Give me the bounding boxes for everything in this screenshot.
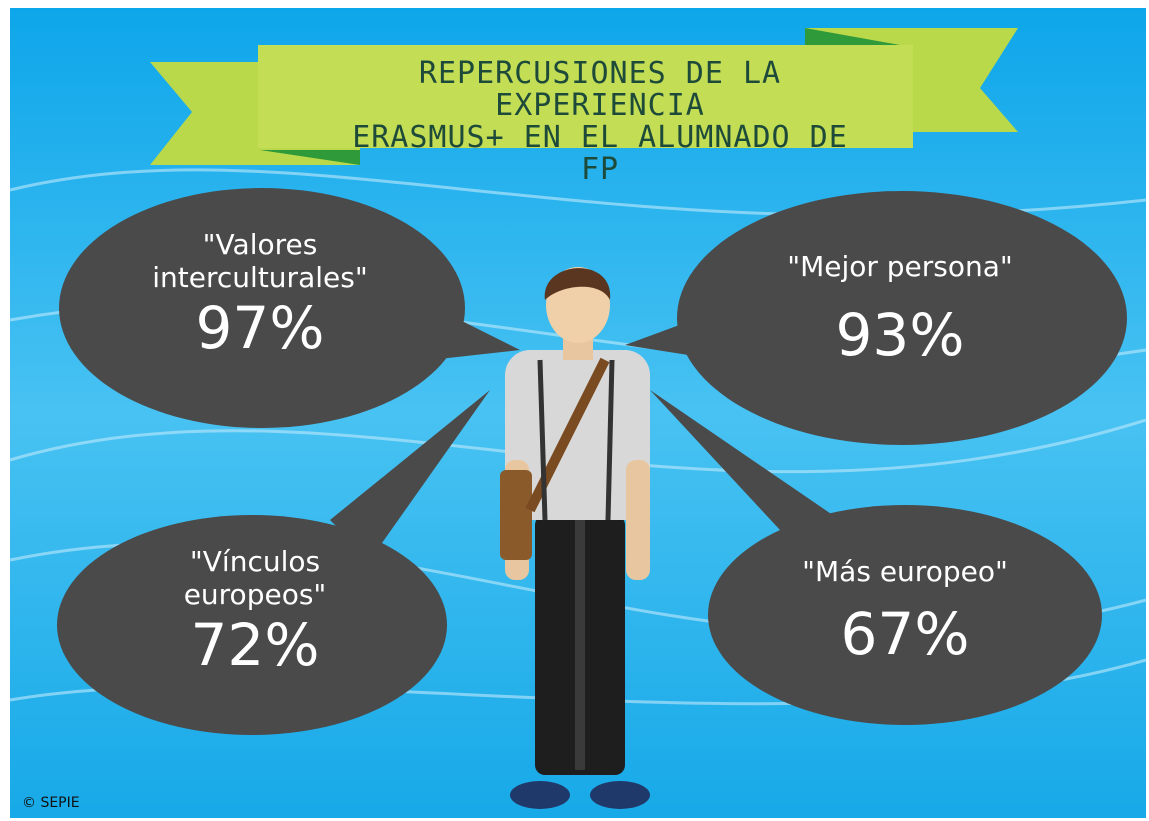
bubble: "Valores interculturales" 97%: [110, 228, 410, 362]
bubble-percent: 93%: [730, 301, 1070, 369]
bubble: "Vínculos europeos" 72%: [150, 545, 360, 679]
bubble-label: "Mejor persona": [730, 250, 1070, 283]
credit: © SEPIE: [22, 795, 80, 811]
bubble-label: "Valores interculturales": [110, 228, 410, 294]
title-line: ERASMUS+ EN EL ALUMNADO DE FP: [330, 122, 870, 186]
bubble-percent: 72%: [150, 611, 360, 679]
bubble: "Mejor persona" 93%: [730, 250, 1070, 369]
page: REPERCUSIONES DE LA EXPERIENCIA ERASMUS+…: [0, 0, 1149, 821]
bubble: "Más europeo" 67%: [740, 555, 1070, 668]
title-line: REPERCUSIONES DE LA EXPERIENCIA: [330, 58, 870, 122]
title: REPERCUSIONES DE LA EXPERIENCIA ERASMUS+…: [330, 58, 870, 186]
bubble-percent: 67%: [740, 600, 1070, 668]
bubble-label: "Vínculos europeos": [150, 545, 360, 611]
bubble-percent: 97%: [110, 294, 410, 362]
bubble-label: "Más europeo": [740, 555, 1070, 588]
